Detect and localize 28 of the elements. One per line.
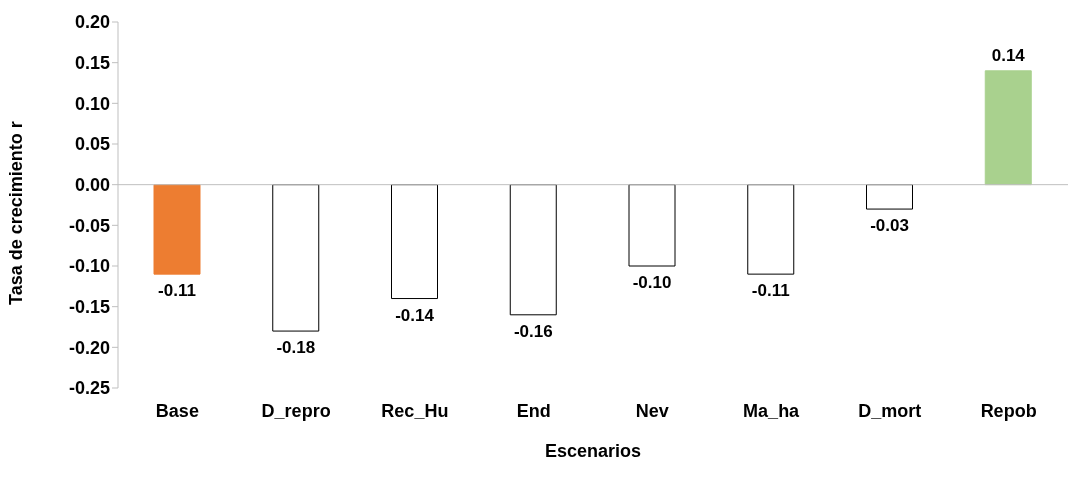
data-label: -0.11 [158,281,196,301]
x-tick-label: Nev [635,400,669,421]
data-label: -0.11 [751,281,790,301]
y-tick-label: 0.20 [74,12,110,33]
data-label: -0.03 [870,216,909,236]
x-axis-title: Escenarios [544,440,642,461]
x-tick-label: End [516,400,551,421]
y-tick-label: -0.15 [68,297,110,318]
x-tick-label: Base [155,400,199,421]
y-tick-label: -0.25 [68,378,110,399]
data-label: -0.16 [513,321,553,341]
x-tick-label: D_repro [261,400,331,421]
x-tick-label: Repob [980,400,1037,421]
y-axis-title: Tasa de crecimiento r [6,121,27,305]
x-tick-label: Ma_ha [743,400,801,421]
data-label: -0.14 [395,305,435,325]
y-tick-label: 0.15 [74,53,110,74]
x-tick-label: D_mort [858,400,922,421]
y-tick-label: -0.10 [68,256,110,277]
data-label: -0.10 [632,273,672,292]
y-tick-label: 0.00 [74,175,110,196]
data-label: 0.14 [991,45,1026,65]
y-tick-label: -0.05 [68,215,110,236]
y-tick-label: 0.05 [74,134,110,155]
y-tick-label: 0.10 [74,93,110,114]
y-tick-label: -0.20 [68,337,110,358]
data-label: -0.18 [276,338,316,358]
x-tick-label: Rec_Hu [381,400,449,421]
